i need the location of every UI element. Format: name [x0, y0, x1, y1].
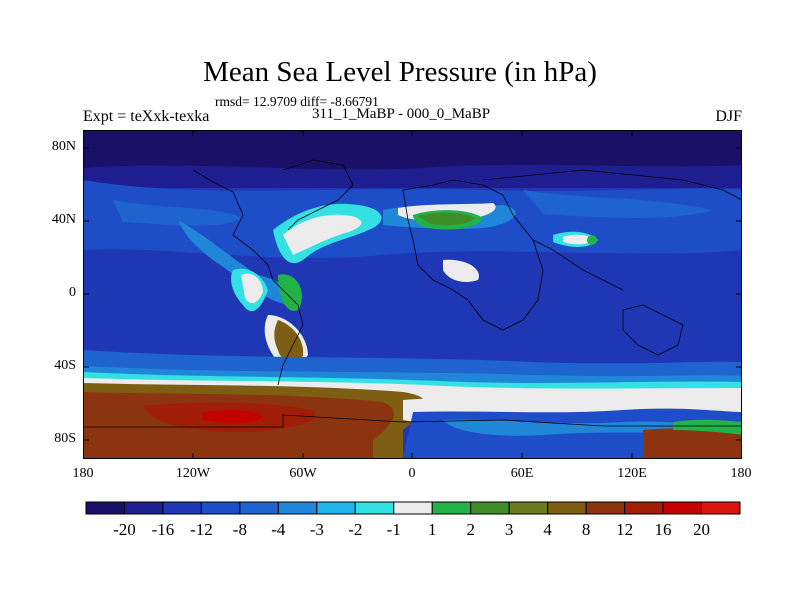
lon-label: 60E: [510, 466, 534, 481]
experiment-label: Expt = teXxk-texka: [83, 108, 210, 125]
colorbar-swatch: [470, 501, 510, 515]
colorbar-label: -3: [309, 520, 324, 539]
colorbar-label: -1: [386, 520, 401, 539]
lon-label: 120E: [617, 466, 647, 481]
colorbar-swatch: [393, 501, 433, 515]
colorbar-label: 4: [543, 520, 552, 539]
season-label: DJF: [715, 108, 742, 125]
stats-text: rmsd= 12.9709 diff= -8.66791: [215, 94, 379, 109]
lon-label: 120W: [175, 466, 211, 481]
colorbar-label: -2: [348, 520, 363, 539]
colorbar-label: 2: [466, 520, 475, 539]
colorbar-swatch: [316, 501, 356, 515]
colorbar-swatch: [162, 501, 202, 515]
lat-label: 80N: [51, 139, 76, 154]
colorbar-swatch: [662, 501, 703, 515]
colorbar-swatch: [508, 501, 549, 515]
colorbar-label: -4: [271, 520, 286, 539]
lon-label: 60W: [289, 466, 317, 481]
colorbar-swatch: [547, 501, 587, 515]
comparison-label: 311_1_MaBP - 000_0_MaBP: [312, 106, 491, 122]
colorbar-label: -16: [151, 520, 175, 539]
lat-label: 0: [69, 285, 76, 300]
colorbar-label: 16: [654, 520, 672, 539]
colorbar-swatch: [200, 501, 241, 515]
lon-label: 180: [730, 466, 752, 481]
colorbar-swatch: [123, 501, 164, 515]
lon-label: 180: [72, 466, 94, 481]
colorbar-swatch: [431, 501, 472, 515]
colorbar-swatch: [85, 501, 125, 515]
chart-title: Mean Sea Level Pressure (in hPa): [203, 56, 597, 88]
colorbar-label: 12: [616, 520, 634, 539]
colorbar-swatch: [277, 501, 318, 515]
lat-label: 40N: [51, 212, 76, 227]
colorbar-swatch: [354, 501, 395, 515]
colorbar-label: 8: [581, 520, 591, 539]
colorbar-swatch: [624, 501, 664, 515]
colorbar-label: -12: [190, 520, 213, 539]
colorbar-swatch: [239, 501, 279, 515]
colorbar: [85, 501, 741, 515]
colorbar-label: 1: [427, 520, 437, 539]
lat-label: 80S: [54, 431, 76, 446]
lat-label: 40S: [54, 358, 76, 373]
colorbar-label: 3: [504, 520, 514, 539]
pressure-map: [83, 130, 742, 459]
colorbar-swatch: [701, 501, 741, 515]
lon-label: 0: [408, 466, 416, 481]
colorbar-label: 20: [693, 520, 711, 539]
colorbar-label: -8: [232, 520, 247, 539]
colorbar-label: -20: [113, 520, 136, 539]
colorbar-swatch: [585, 501, 626, 515]
